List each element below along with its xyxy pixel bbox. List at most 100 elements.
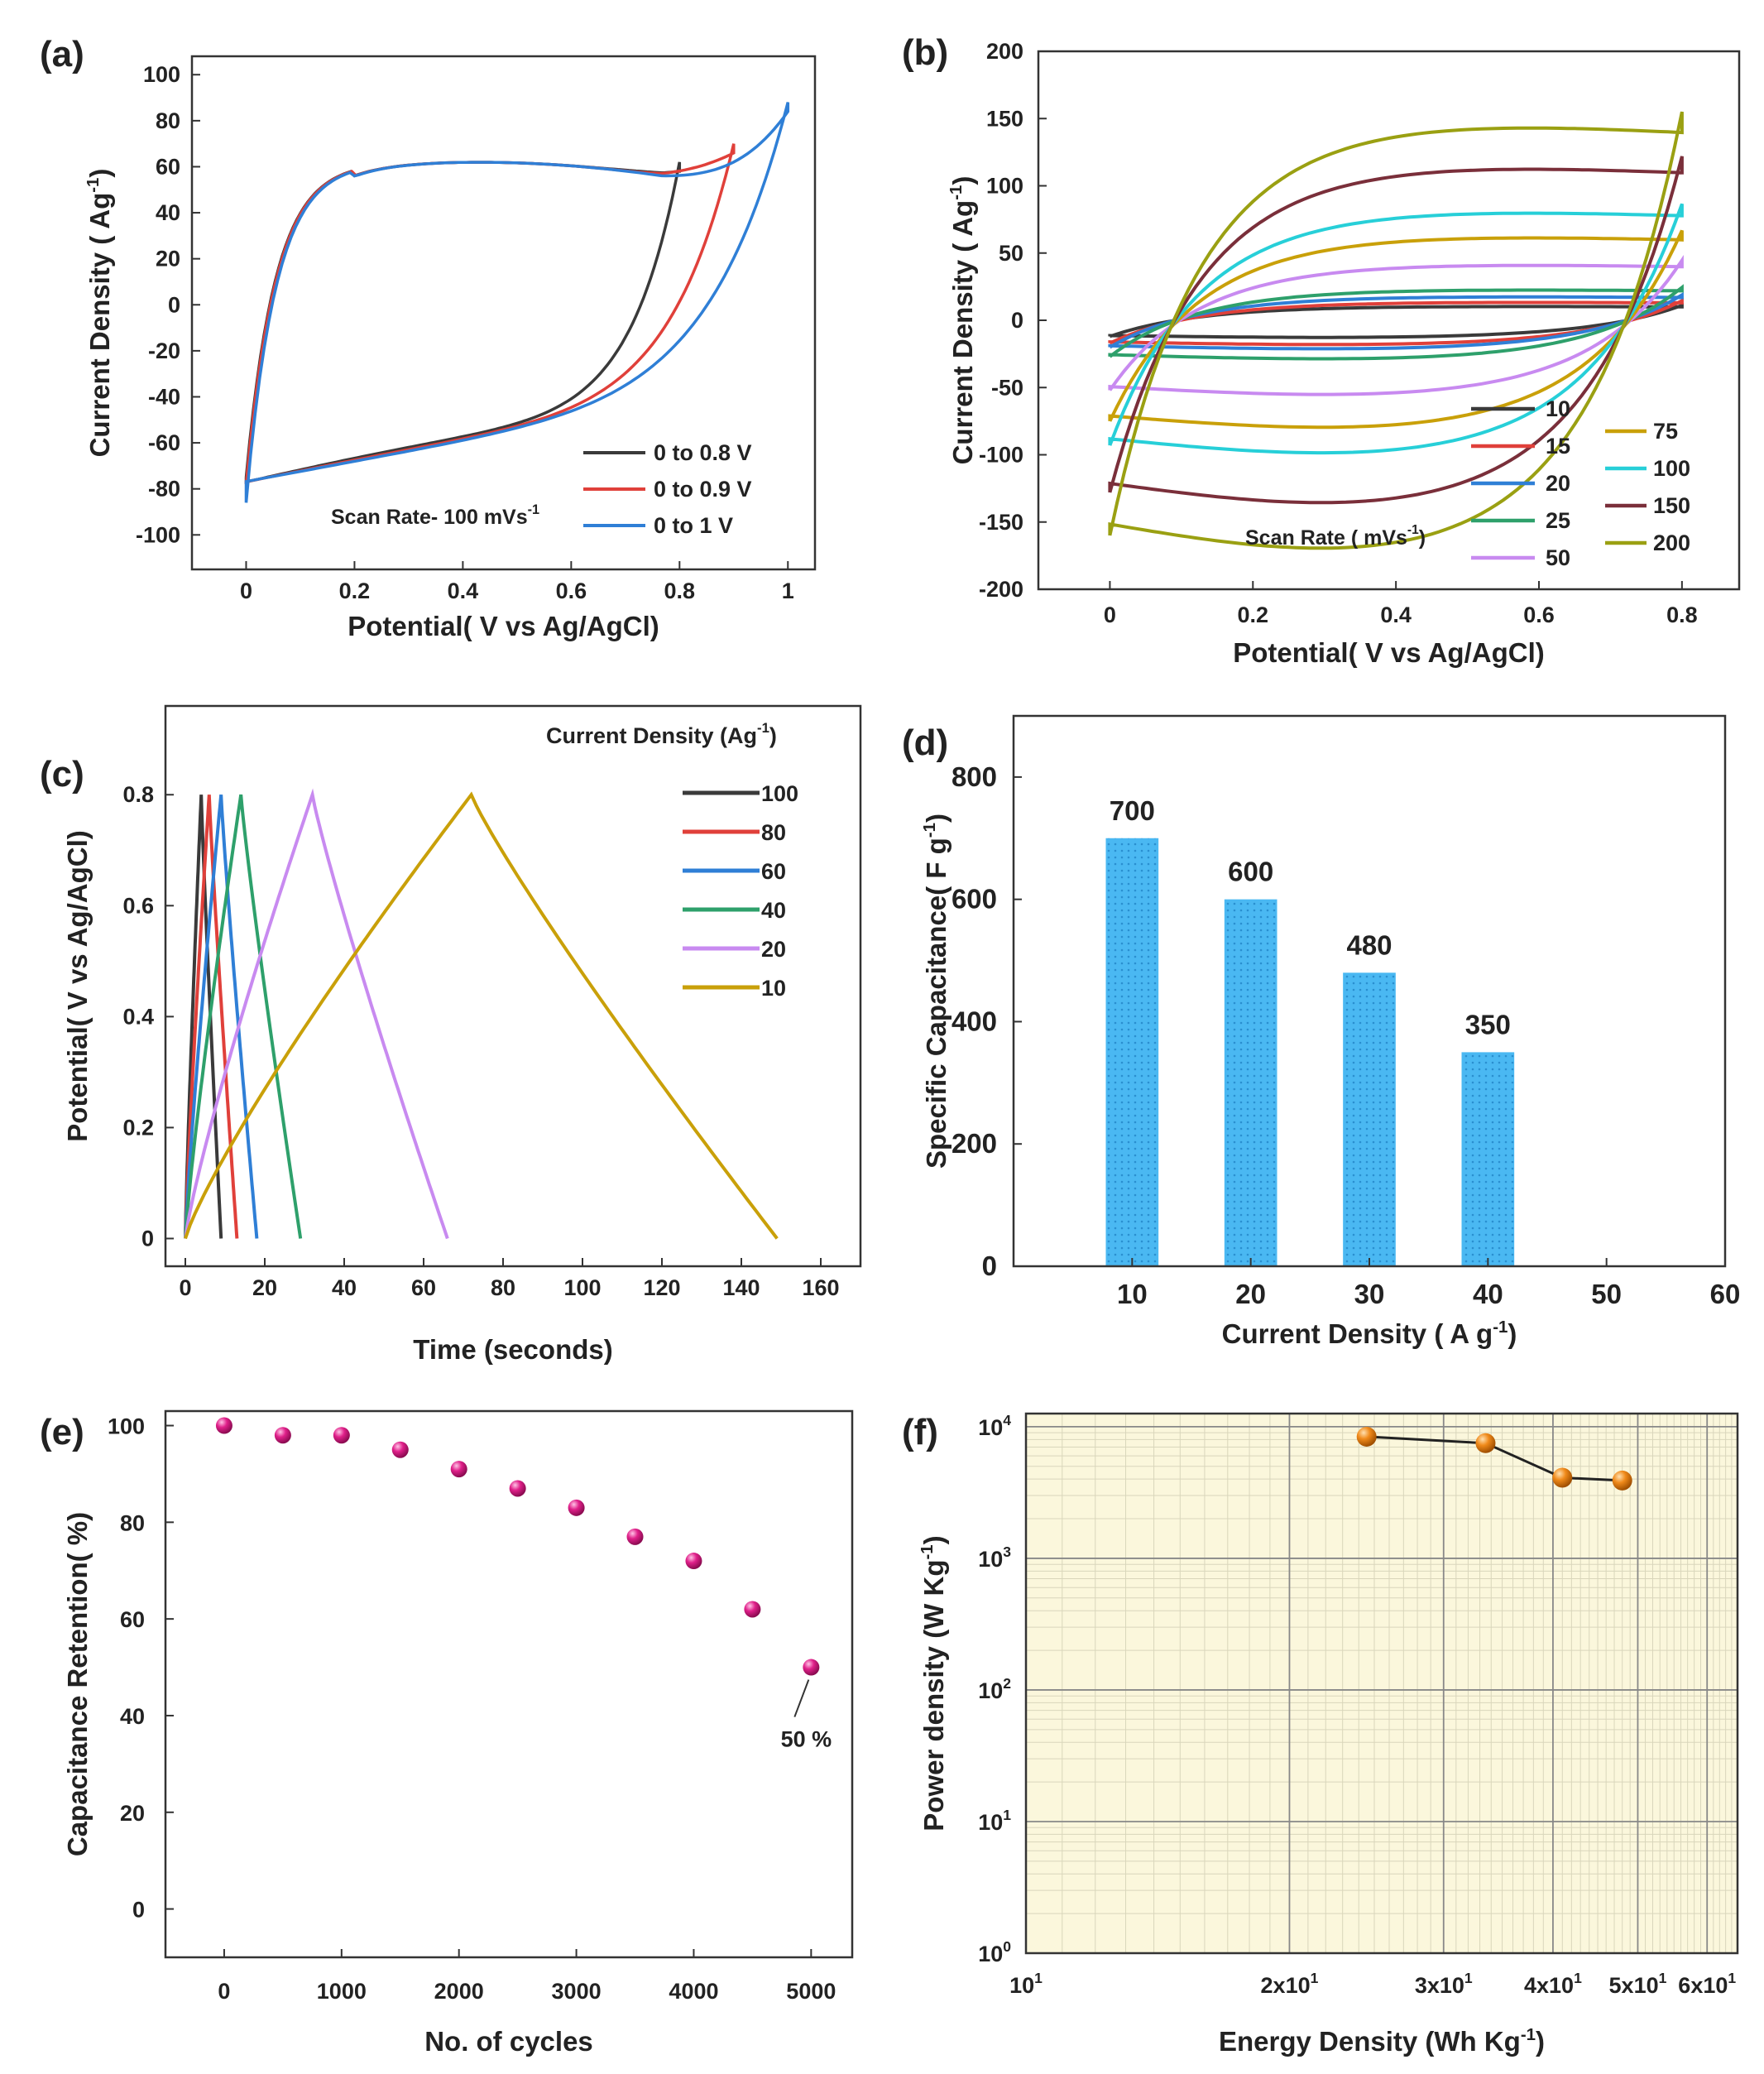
data-point (450, 1461, 467, 1478)
panel-f-ragone-chart: 101 2x101 3x101 4x101 5x101 6x101 104 103 102 101… (918, 1412, 1739, 2057)
x-tick-label: 4x101 (1524, 1970, 1582, 1998)
y-tick-label: 80 (156, 108, 180, 133)
x-tick-label: 3x101 (1415, 1970, 1473, 1998)
y-tick-label: 0 (982, 1251, 997, 1281)
x-tick-label: 140 (722, 1275, 760, 1300)
legend-label: 100 (761, 781, 798, 806)
y-tick-label: -100 (136, 522, 180, 547)
x-tick-label: 0.4 (448, 579, 479, 603)
y-axis-label: Current Density ( Ag-1) (84, 169, 115, 458)
y-tick-label: 100 (986, 174, 1023, 199)
x-tick-label: 60 (411, 1275, 436, 1300)
data-point (333, 1427, 350, 1444)
y-axis-label: Current Density ( Ag-1) (947, 176, 978, 465)
y-tick-label: 101 (978, 1807, 1011, 1835)
legend-label: 0 to 0.9 V (654, 477, 752, 502)
legend-label: 0 to 0.8 V (654, 440, 752, 465)
gcd-curve-10 (184, 791, 779, 1240)
cv-curve-75 (1108, 229, 1684, 430)
cv-curve-15 (1108, 298, 1684, 347)
cv-curve-50 (1108, 255, 1684, 396)
y-tick-label: 400 (952, 1006, 997, 1036)
x-axis-label: Time (seconds) (413, 1334, 612, 1365)
data-point (744, 1601, 761, 1618)
y-axis-label: Capacitance Retention( %) (62, 1512, 93, 1856)
bar-20 (1224, 899, 1277, 1266)
y-tick-label: -100 (979, 443, 1023, 468)
y-tick-label: -40 (148, 384, 180, 409)
y-tick-label: 0.2 (122, 1115, 154, 1140)
y-tick-label: -200 (979, 577, 1023, 602)
annotation-scan-rate: Scan Rate- 100 mVs-1 (331, 502, 539, 529)
y-axis-label: Potential( V vs Ag/AgCl) (62, 830, 93, 1141)
y-tick-label: 100 (978, 1938, 1011, 1966)
x-axis-label: No. of cycles (424, 2026, 593, 2057)
bar-value-label: 700 (1110, 795, 1155, 826)
y-tick-label: 600 (952, 884, 997, 915)
legend-label: 10 (1546, 396, 1570, 421)
x-tick-label: 2x101 (1261, 1970, 1319, 1998)
panel-label-f: (f) (902, 1412, 938, 1452)
y-tick-label: 60 (156, 154, 180, 179)
y-tick-label: 0 (168, 292, 180, 317)
y-tick-label: 100 (143, 62, 180, 87)
x-tick-label: 100 (563, 1275, 601, 1300)
data-point (215, 1417, 232, 1434)
legend-label: 100 (1653, 456, 1690, 481)
panel-c-gcd-chart: 0 20 40 60 80 100 120 140 160 0.8 0.6 0.4 0.2 0 Time (… (62, 704, 862, 1365)
x-tick-label: 3000 (552, 1979, 602, 2004)
y-tick-label: -80 (148, 477, 180, 502)
gcd-curve-20 (184, 788, 449, 1240)
x-tick-label: 0.8 (664, 579, 696, 603)
y-tick-label: 0 (132, 1898, 145, 1923)
y-tick-label: -150 (979, 510, 1023, 535)
gcd-curve-80 (184, 795, 239, 1239)
cv-curve-200 (1108, 111, 1684, 550)
y-tick-label: 40 (156, 200, 180, 225)
x-tick-label: 160 (802, 1275, 839, 1300)
panel-d-bar-chart: 700 600 480 350 10 20 30 40 50 60 800 600 400 200 0 Cur… (920, 714, 1740, 1349)
bar-10 (1105, 838, 1159, 1266)
data-point (803, 1659, 820, 1676)
x-tick-label: 101 (1009, 1970, 1043, 1998)
annotation-scan-rate: Scan Rate ( mVs-1) (1245, 523, 1426, 550)
cv-curve-20 (1108, 291, 1684, 351)
plot-frame (164, 1409, 854, 1959)
y-tick-label: 0.4 (122, 1004, 154, 1029)
x-tick-label: 40 (332, 1275, 357, 1300)
y-tick-label: 60 (120, 1607, 145, 1632)
annotation-label: 50 % (781, 1727, 832, 1752)
series-line (1366, 1435, 1623, 1482)
legend-label: 75 (1653, 419, 1678, 444)
y-axis-label: Specific Capacitance( F g-1) (920, 814, 952, 1169)
legend-label: 20 (761, 937, 786, 962)
y-tick-label: -60 (148, 430, 180, 455)
x-tick-label: 10 (1117, 1279, 1148, 1309)
panel-label-e: (e) (40, 1412, 84, 1452)
y-tick-label: -20 (148, 338, 180, 363)
panel-label-d: (d) (902, 723, 948, 763)
data-point (1475, 1433, 1496, 1453)
bar-value-label: 600 (1228, 857, 1273, 887)
y-tick-label: 104 (978, 1412, 1011, 1440)
plot-background (1026, 1414, 1738, 1953)
x-axis-label: Potential( V vs Ag/AgCl) (348, 611, 659, 641)
y-tick-label: 0.6 (122, 893, 154, 918)
gcd-curve-100 (184, 795, 223, 1239)
x-tick-label: 50 (1591, 1279, 1622, 1309)
x-tick-label: 30 (1354, 1279, 1385, 1309)
bar-value-label: 350 (1465, 1009, 1511, 1039)
x-tick-label: 0.4 (1380, 603, 1412, 627)
x-tick-label: 0.2 (1238, 603, 1269, 627)
x-tick-label: 4000 (669, 1979, 718, 2004)
plot-frame (1024, 1412, 1739, 1955)
gcd-curve-60 (184, 795, 259, 1239)
x-axis-label: Potential( V vs Ag/AgCl) (1233, 637, 1544, 668)
data-point (1552, 1467, 1573, 1488)
y-tick-label: 40 (120, 1704, 145, 1729)
y-tick-label: 20 (120, 1801, 145, 1826)
x-tick-label: 0.8 (1666, 603, 1698, 627)
data-point (626, 1528, 644, 1545)
y-tick-label: 150 (986, 106, 1023, 131)
